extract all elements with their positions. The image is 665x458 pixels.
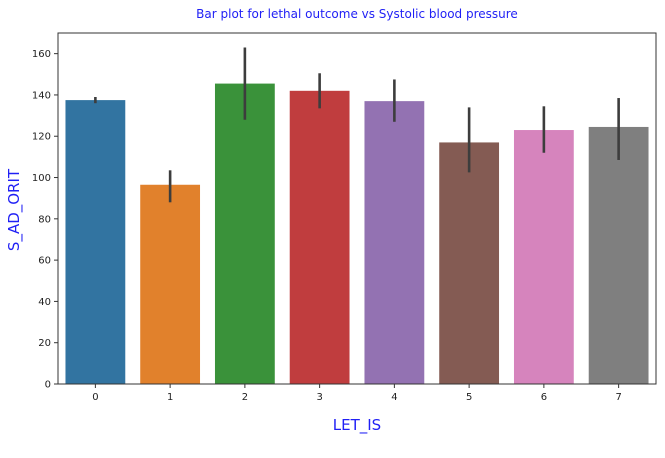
y-tick-label: 140 [32, 90, 51, 101]
bar-6 [513, 130, 574, 384]
x-tick-label: 2 [242, 392, 248, 403]
x-tick-label: 1 [167, 392, 173, 403]
y-tick-label: 80 [38, 214, 51, 225]
x-tick-label: 4 [391, 392, 397, 403]
chart-title: Bar plot for lethal outcome vs Systolic … [196, 7, 518, 21]
bar-1 [140, 184, 201, 384]
x-axis-label: LET_IS [333, 416, 381, 435]
x-tick-label: 7 [615, 392, 621, 403]
bars-layer [65, 83, 649, 385]
x-tick-label: 3 [316, 392, 322, 403]
y-tick-label: 100 [32, 173, 51, 184]
y-tick-label: 20 [38, 338, 51, 349]
bar-5 [439, 142, 500, 384]
bar-2 [214, 83, 275, 384]
y-tick-label: 60 [38, 256, 51, 267]
y-tick-label: 0 [45, 380, 51, 391]
x-axis: 0 1 2 3 4 5 6 7 [92, 384, 622, 403]
bar-7 [588, 126, 649, 384]
y-tick-label: 160 [32, 49, 51, 60]
plot-frame [57, 32, 657, 385]
bar-4 [364, 101, 425, 385]
y-axis: 0 20 40 60 80 100 120 140 160 [32, 49, 58, 391]
x-tick-label: 0 [92, 392, 98, 403]
x-tick-label: 5 [466, 392, 472, 403]
y-tick-label: 120 [32, 132, 51, 143]
x-tick-label: 6 [541, 392, 547, 403]
error-bars-layer [94, 47, 620, 203]
bar-0 [65, 100, 126, 385]
y-tick-label: 40 [38, 297, 51, 308]
bar-3 [289, 90, 350, 384]
y-axis-label: S_AD_ORIT [5, 168, 24, 251]
